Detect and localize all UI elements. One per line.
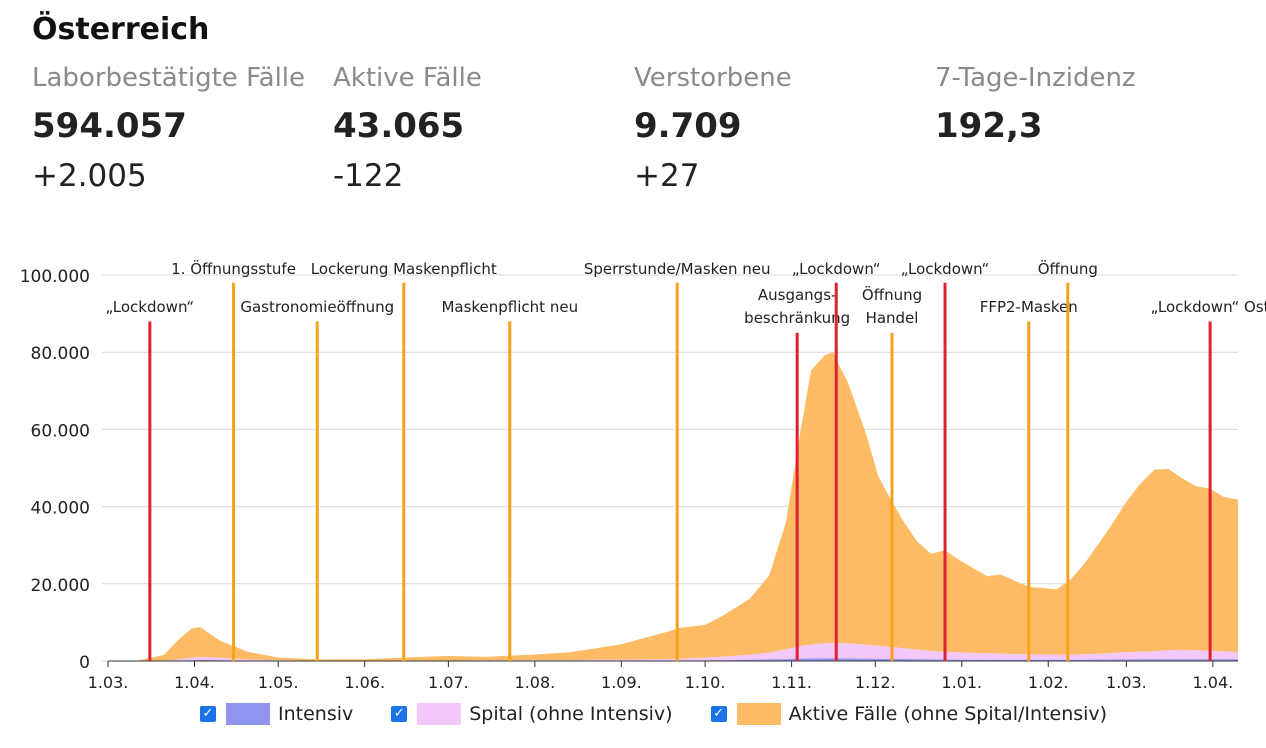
stat-delta: +2.005 [32,158,147,194]
stat-value: 9.709 [634,106,742,146]
y-tick-label: 20.000 [31,576,90,596]
stat-delta: +27 [634,158,700,194]
covid-area-chart: 0 20.000 40.000 60.000 80.000 100.000 1.03. 1.0… [20,259,1266,692]
stat-value: 594.057 [32,106,187,146]
x-tick-label: 1.04. [174,673,215,692]
annotation-label: „Lockdown“ [792,260,881,278]
x-tick-label: 1.04. [1193,673,1234,692]
x-tick-label: 1.12. [855,673,896,692]
annotation-label: Ausgangs- [758,286,837,304]
x-tick-label: 1.05. [258,673,299,692]
x-tick-label: 1.01. [941,673,982,692]
legend-item-spital[interactable]: ✓ Spital (ohne Intensiv) [391,703,673,725]
x-tick-label: 1.03. [1106,673,1147,692]
y-tick-label: 80.000 [31,344,90,364]
stat-label: 7-Tage-Inzidenz [935,63,1136,93]
annotation-label: FFP2-Masken [980,298,1078,316]
swatch-spital [417,703,462,725]
x-tick-label: 1.06. [344,673,385,692]
legend-label-intensiv: Intensiv [278,703,354,725]
area-aktiv [108,352,1238,661]
y-tick-label: 0 [79,653,90,673]
x-tick-label: 1.11. [771,673,812,692]
y-tick-label: 60.000 [31,421,90,441]
stat-label: Laborbestätigte Fälle [32,63,306,93]
x-tick-label: 1.02. [1028,673,1069,692]
stat-deaths: Verstorbene 9.709 +27 [634,60,934,198]
x-tick-label: 1.07. [428,673,469,692]
x-tick-label: 1.10. [685,673,726,692]
x-tick-label: 1.03. [88,673,129,692]
page-title: Österreich [32,12,210,47]
annotation-label: Maskenpflicht neu [441,298,578,316]
chart-legend: ✓ Intensiv ✓ Spital (ohne Intensiv) ✓ Ak… [200,700,1145,728]
stat-delta [935,154,1235,198]
annotation-label: beschränkung [744,309,850,327]
annotation-label: Öffnung [862,285,922,304]
checkbox-spital[interactable]: ✓ [391,706,408,722]
swatch-intensiv [226,703,270,725]
legend-item-intensiv[interactable]: ✓ Intensiv [200,703,353,725]
x-tick-label: 1.09. [601,673,642,692]
legend-label-spital: Spital (ohne Intensiv) [469,703,673,725]
stat-active-cases: Aktive Fälle 43.065 -122 [333,60,633,198]
swatch-aktiv [736,703,781,725]
checkbox-intensiv[interactable]: ✓ [200,706,216,722]
annotation-label: Gastronomieöffnung [240,298,394,316]
checkbox-aktiv[interactable]: ✓ [710,706,727,722]
stat-value: 43.065 [333,106,465,146]
y-tick-label: 100.000 [20,267,90,287]
legend-label-aktiv: Aktive Fälle (ohne Spital/Intensiv) [788,703,1108,725]
annotation-label: „Lockdown“ [106,298,195,316]
area-intensiv [108,658,1238,661]
area-spital [108,642,1238,661]
annotation-label: „Lockdown“ Ost [1151,298,1266,316]
annotation-label: 1. Öffnungsstufe [171,259,296,278]
annotation-label: Lockerung Maskenpflicht [311,260,497,278]
x-tick-label: 1.08. [515,673,556,692]
stat-delta: -122 [333,158,404,194]
annotation-label: „Lockdown“ [901,260,990,278]
y-tick-label: 40.000 [31,499,90,519]
legend-item-aktiv[interactable]: ✓ Aktive Fälle (ohne Spital/Intensiv) [710,703,1108,725]
stat-confirmed-cases: Laborbestätigte Fälle 594.057 +2.005 [32,60,332,198]
stat-label: Aktive Fälle [333,63,482,93]
stat-incidence: 7-Tage-Inzidenz 192,3 [935,60,1235,198]
stat-value: 192,3 [935,106,1043,146]
annotation-label: Öffnung [1038,259,1098,278]
annotation-label: Sperrstunde/Masken neu [584,260,771,278]
annotation-label: Handel [866,309,919,327]
stat-label: Verstorbene [634,63,792,93]
